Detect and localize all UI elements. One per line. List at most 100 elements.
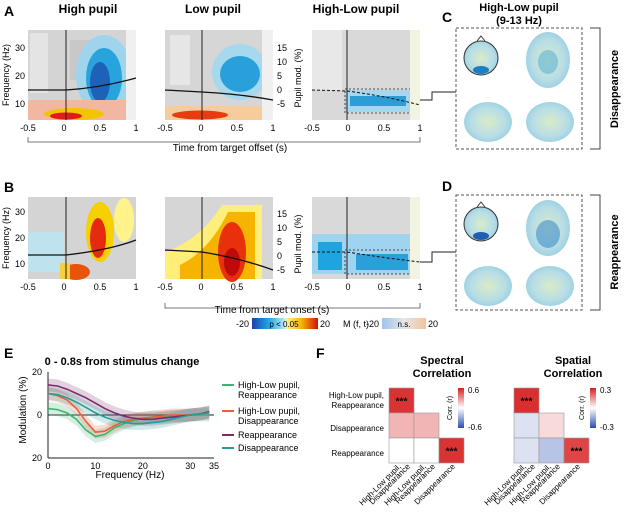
pupil-tick-a-5: 5 [277,71,282,81]
xtick-label: 0 [198,282,203,292]
xtick-label: 0.5 [378,282,391,292]
panel-e-ylabel: Modulation (%) [18,376,29,443]
pupil-axis-a: 15 10 5 0 -5 [277,43,287,109]
spatial-colorbar: 0.3 -0.3 Corr. (r) [579,386,614,432]
xtick-label: 0.5 [231,282,244,292]
e-xtick-label: 30 [185,461,195,471]
panel-label-f: F [316,345,325,361]
e-series-line-2 [47,384,210,421]
spectral-title-1: Spectral [420,355,463,367]
topo-panel-c [455,27,583,150]
xlabel-b: Time from target onset (s) [215,305,330,316]
pupil-label-a: Pupil mod. (%) [293,48,303,107]
row-brackets [590,27,601,311]
spatial-cb-max: 0.3 [600,386,612,395]
matrix-cell [563,437,590,464]
title-low-pupil: Low pupil [185,2,241,16]
title-topo-line2: (9-13 Hz) [496,15,542,27]
topo-panel-d [455,194,583,311]
xtick-label: 0.5 [94,123,107,133]
pupil-tick-b-m5: -5 [277,265,285,275]
panel-label-b: B [4,179,14,195]
xtick-label: 0.5 [231,123,244,133]
cb-right-max: 20 [428,319,438,329]
matrix-cell [438,437,465,464]
matrix-cell [538,412,565,439]
ytick-labels-b: 30 20 10 [15,207,25,269]
panel-label-a: A [4,3,14,19]
xtick-label: 0 [198,123,203,133]
matrix-cell [513,387,540,414]
row-label-disappearance: Disappearance [609,50,621,128]
tfr-a-low [165,30,273,120]
spatial-title-1: Spatial [555,355,591,367]
panel-e-xlabel: Frequency (Hz) [96,470,165,481]
tfr-b-high [28,197,136,280]
spectral-colorbar: 0.6 -0.6 Corr. (r) [447,386,482,432]
spatial-cb-min: -0.3 [600,423,614,432]
spectral-cb-min: -0.6 [468,423,482,432]
pupil-tick-a-10: 10 [277,57,287,67]
row-label-reappearance: Reappearance [609,214,621,289]
spatial-cb-label: Corr. (r) [579,396,586,420]
matrix-sig-mark: *** [446,447,458,458]
e-ytick-label: 20 [32,453,42,463]
xtick-label: 1 [417,282,422,292]
ytick-b-20: 20 [15,233,25,243]
ylabel-b: Frequency (Hz) [1,207,11,269]
cb-right-ns: n.s. [398,320,411,329]
e-band-2 [48,378,210,426]
ytick-b-30: 30 [15,207,25,217]
xtick-label: 0 [61,282,66,292]
e-xtick-label: 20 [138,461,148,471]
ylabel-a: Frequency (Hz) [1,44,11,106]
tfr-a-high [28,30,136,120]
e-xtick-label: 35 [209,461,219,471]
matrix-sig-mark: *** [521,397,533,408]
e-series-line-3 [47,392,210,425]
e-legend-label: High-Low pupil, [238,406,300,416]
ytick-a-10: 10 [15,99,25,109]
cb-left-min: -20 [236,319,249,329]
spectral-title-2: Correlation [413,368,472,380]
xtick-label: 1 [270,123,275,133]
heatmap-axes [28,30,456,279]
e-legend-label: Reappearance [238,430,297,440]
xtick-label: -0.5 [304,282,320,292]
ytick-a-30: 30 [15,43,25,53]
e-ytick-label: 0 [37,410,42,420]
ytick-labels-a: 30 20 10 [15,43,25,109]
panel-label-d: D [442,178,452,194]
matrix-cell [513,437,540,464]
panel-f-row-labels: High-Low pupil, Reappearance Disappearan… [329,391,385,458]
cb-left-max: 20 [320,319,330,329]
e-series-line-1 [47,392,210,434]
tfr-b-diff [312,197,420,279]
title-high-low-pupil: High-Low pupil [313,2,400,16]
ytick-a-20: 20 [15,71,25,81]
pupil-tick-b-15: 15 [277,209,287,219]
e-legend-label: Disappearance [238,443,299,453]
xtick-label: 1 [133,123,138,133]
title-high-pupil: High pupil [59,2,118,16]
panel-label-c: C [442,9,452,25]
matrix-cell [388,437,415,464]
colorbar-significant: -20 p < 0.05 20 [236,318,330,329]
xtick-label: 0 [345,123,350,133]
e-ytick-label: 20 [32,367,42,377]
xlabel-brackets [27,137,421,309]
panel-e-title: 0 - 0.8s from stimulus change [45,356,200,368]
e-legend-label: Reappearance [238,390,297,400]
panel-label-e: E [4,345,13,361]
xtick-label: 1 [417,123,422,133]
xtick-label: 0 [345,282,350,292]
f-row-label-2: Disappearance [330,424,384,433]
matrix-cell [538,437,565,464]
pupil-axis-b: 15 10 5 0 -5 [277,209,287,275]
xtick-label: -0.5 [304,123,320,133]
spatial-title-2: Correlation [544,368,603,380]
e-legend-label: Disappearance [238,416,299,426]
pupil-label-b: Pupil mod. (%) [293,214,303,273]
